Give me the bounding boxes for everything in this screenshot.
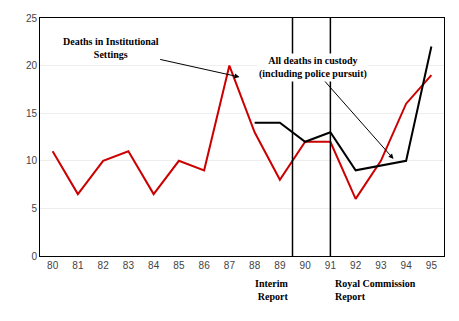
svg-text:92: 92	[350, 260, 362, 271]
svg-text:Deaths in InstitutionalSetting: Deaths in InstitutionalSettings	[63, 36, 159, 60]
svg-text:85: 85	[173, 260, 185, 271]
svg-text:80: 80	[47, 260, 59, 271]
svg-text:10: 10	[26, 155, 38, 166]
svg-text:15: 15	[26, 108, 38, 119]
svg-text:91: 91	[325, 260, 337, 271]
svg-text:94: 94	[401, 260, 413, 271]
svg-text:84: 84	[148, 260, 160, 271]
svg-text:0: 0	[31, 251, 37, 262]
svg-text:5: 5	[31, 203, 37, 214]
svg-text:83: 83	[123, 260, 135, 271]
svg-text:20: 20	[26, 60, 38, 71]
svg-text:90: 90	[300, 260, 312, 271]
svg-text:95: 95	[426, 260, 438, 271]
svg-text:InterimReport: InterimReport	[255, 278, 288, 302]
svg-text:81: 81	[72, 260, 84, 271]
svg-text:82: 82	[98, 260, 110, 271]
svg-text:Royal CommissionReport: Royal CommissionReport	[335, 278, 416, 302]
svg-text:25: 25	[26, 13, 38, 24]
svg-text:86: 86	[199, 260, 211, 271]
svg-text:93: 93	[375, 260, 387, 271]
svg-text:87: 87	[224, 260, 236, 271]
svg-text:88: 88	[249, 260, 261, 271]
svg-text:89: 89	[274, 260, 286, 271]
svg-text:All deaths in custody(includin: All deaths in custody(including police p…	[259, 55, 367, 80]
